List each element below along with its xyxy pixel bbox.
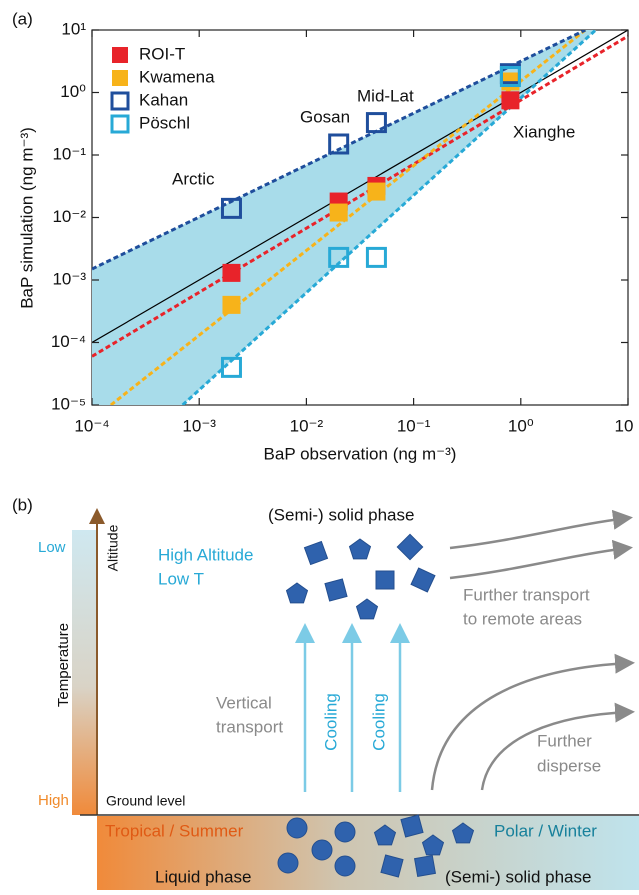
data-point — [499, 66, 521, 88]
x-axis-label: BaP observation (ng m⁻³) — [264, 444, 457, 463]
legend-label: Pöschl — [139, 113, 190, 132]
site-label: Gosan — [300, 107, 350, 126]
y-tick-label: 10⁻⁵ — [51, 394, 86, 413]
legend-marker — [112, 47, 128, 63]
y-tick-label: 10⁻² — [52, 207, 86, 226]
y-tick-label: 10⁻³ — [52, 269, 86, 288]
panel-label: (b) — [12, 495, 33, 514]
particle — [380, 854, 404, 878]
fit-line — [109, 30, 587, 405]
x-tick-label: 10⁻³ — [182, 416, 216, 435]
ground-label: Ground level — [106, 793, 185, 809]
data-point — [222, 263, 241, 282]
temperature-bar — [72, 530, 97, 815]
data-point — [220, 356, 242, 378]
phase-label: (Semi-) solid phase — [445, 867, 591, 886]
x-tick-label: 10⁰ — [508, 416, 534, 435]
particle — [356, 598, 378, 620]
legend-label: Kwamena — [139, 67, 215, 86]
particle — [303, 540, 329, 566]
data-point — [328, 133, 350, 155]
x-tick-label: 10⁻⁴ — [74, 416, 109, 435]
y-tick-label: 10⁻¹ — [52, 144, 86, 163]
cooling-label: Cooling — [321, 693, 340, 751]
legend-label: ROI-T — [139, 44, 185, 63]
transport-arrow — [449, 539, 633, 580]
particle — [410, 567, 436, 593]
data-point — [501, 91, 520, 110]
phase-label: Liquid phase — [155, 867, 251, 886]
disperse-arrow — [430, 653, 635, 791]
data-point — [329, 203, 348, 222]
transport-note: Further transport — [463, 585, 590, 604]
altitude-note: High Altitude — [158, 545, 253, 564]
site-label: Arctic — [172, 169, 215, 188]
disperse-arrow — [480, 702, 635, 791]
site-label: Mid-Lat — [357, 86, 414, 105]
legend-marker — [110, 91, 130, 111]
particle — [414, 855, 436, 877]
y-tick-label: 10¹ — [61, 19, 86, 38]
y-axis-label: BaP simulation (ng m⁻³) — [17, 127, 36, 309]
fit-line — [181, 30, 597, 405]
x-tick-label: 10⁻¹ — [397, 416, 431, 435]
transport-note: to remote areas — [463, 609, 582, 628]
transport-note: transport — [216, 717, 283, 736]
particle — [375, 570, 395, 590]
data-point — [222, 295, 241, 314]
panel-label: (a) — [12, 9, 33, 28]
high-label: High — [38, 792, 69, 809]
particle — [286, 582, 308, 604]
particle — [349, 538, 371, 560]
axis-label: Altitude — [105, 524, 121, 571]
data-point — [365, 112, 387, 134]
plot-area: 10⁻⁴ 10⁻³ 10⁻² 10⁻¹ 10⁰ 10 10⁻⁵ 10⁻⁴ 10⁻³ 10⁻² 10⁻… — [17, 19, 633, 463]
region-label: Polar / Winter — [494, 821, 597, 840]
particle — [334, 855, 356, 877]
particle — [324, 578, 348, 602]
data-point — [220, 197, 242, 219]
x-tick-label: 10⁻² — [290, 416, 324, 435]
legend-marker — [112, 70, 128, 86]
y-tick-label: 10⁰ — [60, 82, 86, 101]
data-point — [367, 182, 386, 201]
cooling-label: Cooling — [369, 693, 388, 751]
region-label: Tropical / Summer — [105, 821, 244, 840]
low-label: Low — [38, 539, 66, 556]
altitude-note: Low T — [158, 569, 204, 588]
data-point — [328, 246, 350, 268]
legend-label: Kahan — [139, 90, 188, 109]
particle — [396, 533, 424, 561]
particle — [400, 814, 424, 838]
particle — [311, 839, 333, 861]
x-tick-label: 10 — [615, 416, 634, 435]
fit-line — [92, 30, 586, 271]
axis-label: Temperature — [55, 623, 72, 707]
data-point — [365, 246, 387, 268]
disperse-note: Further — [537, 731, 592, 750]
legend-marker — [110, 114, 130, 134]
disperse-note: disperse — [537, 756, 601, 775]
ground-band — [97, 816, 639, 890]
y-tick-label: 10⁻⁴ — [51, 332, 86, 351]
fit-line — [92, 34, 628, 358]
transport-note: Vertical — [216, 693, 272, 712]
phase-label: (Semi-) solid phase — [268, 505, 414, 524]
particle — [277, 852, 299, 874]
transport-arrow — [449, 509, 633, 550]
particle — [334, 821, 356, 843]
site-label: Xianghe — [513, 122, 575, 141]
particle — [286, 817, 308, 839]
